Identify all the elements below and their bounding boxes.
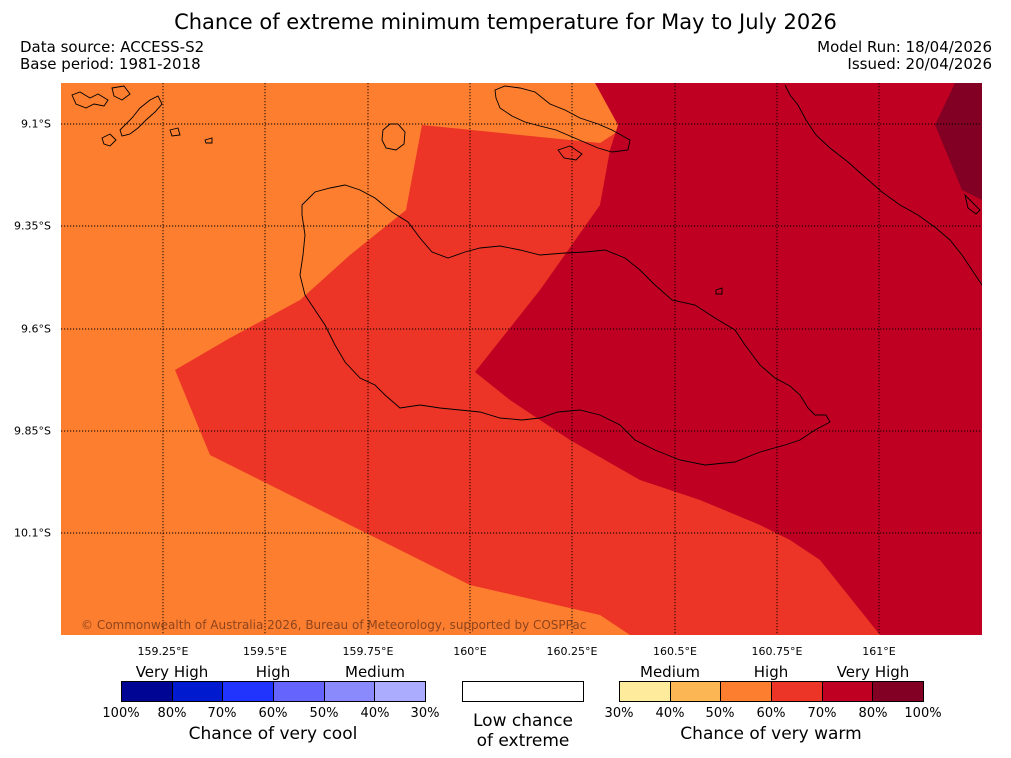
model-run: Model Run: 18/04/2026 [817,38,992,56]
lat-label: 9.85°S [14,424,51,438]
warm-tick: 70% [807,706,837,721]
low-chance-line1: Low chance [473,711,573,731]
lon-label: 159.75°E [342,645,394,658]
warm-tick: 60% [756,706,786,721]
right-metadata: Model Run: 18/04/2026 Issued: 20/04/2026 [817,39,992,73]
cool-swatch [122,682,173,701]
cool-tick: 100% [102,706,140,721]
cool-scale-title: Chance of very cool [188,724,358,744]
cool-colorbar [121,681,426,702]
left-metadata: Data source: ACCESS-S2 Base period: 1981… [20,39,204,73]
warm-header-very-high: Very High [836,663,910,681]
lat-label: 9.6°S [21,322,51,336]
cool-tick: 40% [360,706,390,721]
region-70-80 [475,83,982,635]
cool-tick: 60% [258,706,288,721]
lon-label: 160.75°E [751,645,803,658]
graticule [61,83,982,635]
data-source: Data source: ACCESS-S2 [20,38,205,56]
low-chance-swatch [462,681,584,702]
warm-tick: 80% [858,706,888,721]
low-chance-line2: of extreme [476,731,570,751]
cool-tick: 50% [309,706,339,721]
warm-swatch [620,682,671,701]
map-title: Chance of extreme minimum temperature fo… [174,10,837,34]
cool-swatch [274,682,325,701]
lon-label: 160.25°E [546,645,598,658]
warm-header-medium: Medium [640,663,700,681]
warm-swatch [772,682,823,701]
lat-label: 10.1°S [14,526,51,540]
cool-swatch [223,682,275,701]
lon-label: 161°E [862,645,896,658]
warm-tick: 100% [904,706,942,721]
cool-tick: 70% [207,706,237,721]
warm-tick: 30% [604,706,634,721]
base-period: Base period: 1981-2018 [20,55,201,73]
lat-label: 9.1°S [21,117,51,131]
warm-swatch [822,682,874,701]
lon-label: 160.5°E [653,645,697,658]
cool-tick: 30% [410,706,440,721]
cool-header-medium: Medium [345,663,405,681]
warm-tick: 50% [705,706,735,721]
warm-header-high: High [753,663,789,681]
lon-label: 159.5°E [243,645,287,658]
coastlines [71,84,982,466]
lon-label: 159.25°E [137,645,189,658]
warm-tick: 40% [655,706,685,721]
forecast-map[interactable] [0,0,1011,640]
warm-swatch [670,682,722,701]
cool-header-high: High [255,663,291,681]
warm-swatch [873,682,924,701]
cool-swatch [375,682,426,701]
lat-label: 9.35°S [14,219,51,233]
warm-swatch [721,682,773,701]
lon-label: 160°E [453,645,487,658]
copyright-notice: © Commonwealth of Australia 2026, Bureau… [81,618,587,632]
cool-header-very-high: Very High [135,663,209,681]
cool-tick: 80% [157,706,187,721]
cool-swatch [172,682,224,701]
cool-swatch [324,682,376,701]
warm-colorbar [619,681,924,702]
warm-scale-title: Chance of very warm [680,724,862,744]
region-80-100 [935,83,982,200]
issued-date: Issued: 20/04/2026 [847,55,992,73]
low-chance-label: Low chance of extreme [473,711,573,751]
